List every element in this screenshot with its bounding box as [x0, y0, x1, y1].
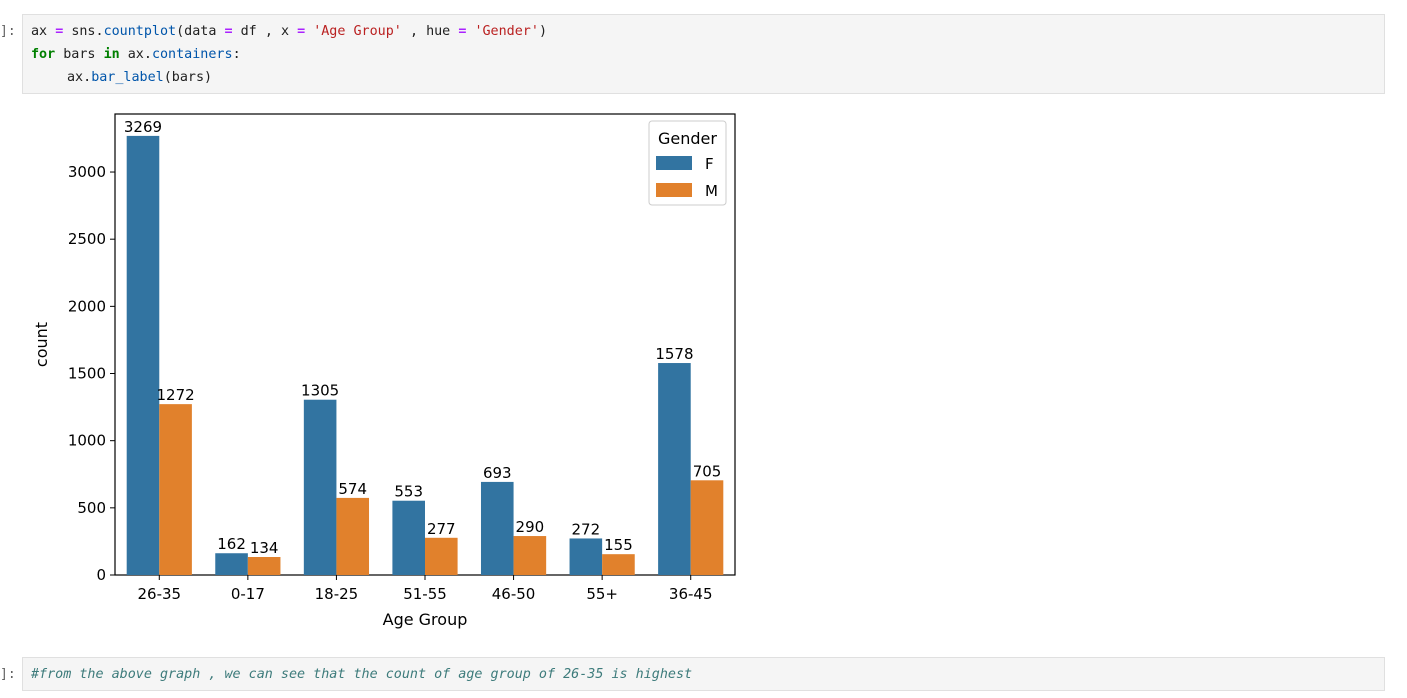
bar-M [159, 404, 192, 575]
x-tick-label: 46-50 [492, 585, 536, 603]
y-axis-label: count [32, 322, 51, 367]
y-tick-label: 0 [96, 566, 106, 584]
bar-value-label: 1272 [156, 386, 194, 404]
x-axis-label: Age Group [383, 610, 468, 629]
legend-swatch-F [656, 156, 692, 170]
comment-cell[interactable]: #from the above graph , we can see that … [22, 657, 1385, 691]
y-tick-label: 3000 [68, 163, 106, 181]
countplot-chart: 0 500 1000 1500 2000 2500 3000 26-35 3269 1272 0-1… [32, 113, 736, 629]
bar-F [658, 363, 691, 575]
legend-label: F [705, 155, 714, 173]
bar-M [247, 557, 281, 575]
legend-title: Gender [658, 129, 717, 148]
bar-value-label: 134 [250, 539, 279, 557]
x-tick-label: 0-17 [231, 585, 265, 603]
bar-value-label: 1305 [301, 382, 339, 400]
bar-value-label: 574 [338, 480, 367, 498]
x-tick-label: 18-25 [315, 585, 359, 603]
x-tick-label: 26-35 [137, 585, 181, 603]
bar-value-label: 155 [604, 536, 633, 554]
x-tick-label: 55+ [586, 585, 618, 603]
code-line-2: for bars in ax.containers: [31, 47, 241, 62]
bar-value-label: 1578 [655, 345, 693, 363]
code-cell-prompt: ]: [0, 24, 16, 39]
bar-value-label: 553 [394, 483, 423, 501]
code-cell[interactable]: ax = sns.countplot(data = df , x = 'Age … [22, 14, 1385, 94]
bar-F [126, 135, 160, 575]
bar-M [425, 537, 458, 575]
legend-swatch-M [656, 183, 692, 197]
bar-F [215, 553, 248, 575]
bar-M [690, 480, 724, 575]
bar-F [569, 538, 603, 575]
bar-F [392, 500, 425, 575]
code-line-1: ax = sns.countplot(data = df , x = 'Age … [31, 24, 547, 39]
bar-value-label: 277 [427, 520, 456, 538]
comment-line: #from the above graph , we can see that … [31, 667, 693, 682]
y-tick-label: 500 [77, 499, 106, 517]
bar-value-label: 3269 [124, 118, 162, 136]
bar-value-label: 272 [572, 520, 601, 538]
y-tick-label: 1500 [68, 365, 106, 383]
code-line-3: ax.bar_label(bars) [67, 70, 213, 85]
y-tick-label: 2000 [68, 297, 106, 315]
bar-value-label: 705 [693, 462, 722, 480]
y-tick-label: 2500 [68, 230, 106, 248]
bar-F [303, 399, 337, 575]
bar-F [480, 481, 514, 575]
bar-value-label: 162 [217, 535, 246, 553]
bar-value-label: 693 [483, 464, 512, 482]
bar-M [602, 554, 635, 575]
bar-value-label: 290 [516, 518, 545, 536]
bar-M [513, 536, 547, 575]
x-tick-label: 36-45 [669, 585, 713, 603]
comment-cell-prompt: ]: [0, 667, 16, 682]
y-tick-label: 1000 [68, 432, 106, 450]
bar-M [336, 497, 370, 575]
legend-label: M [705, 182, 718, 200]
x-tick-label: 51-55 [403, 585, 447, 603]
